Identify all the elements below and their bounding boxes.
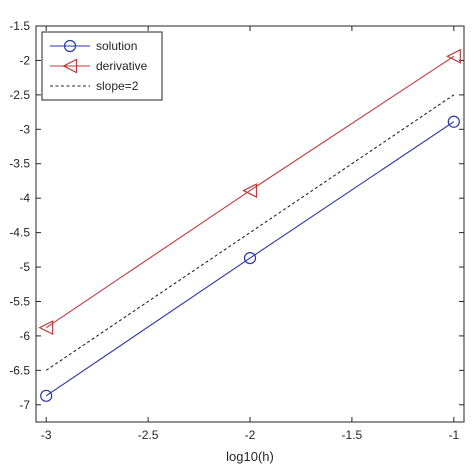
y-tick-label: -5.5 bbox=[9, 294, 30, 308]
x-axis-label: log10(h) bbox=[226, 449, 274, 464]
x-tick-label: -2.5 bbox=[138, 428, 159, 442]
y-tick-label: -1.5 bbox=[9, 19, 30, 33]
series-solution bbox=[40, 115, 460, 402]
y-tick-label: -3.5 bbox=[9, 157, 30, 171]
legend-label: solution bbox=[96, 39, 137, 53]
series-line bbox=[45, 94, 455, 371]
x-tick-label: -1.5 bbox=[342, 428, 363, 442]
series-line bbox=[45, 55, 455, 329]
y-tick-label: -2.5 bbox=[9, 88, 30, 102]
series-slope-2 bbox=[45, 94, 455, 371]
point-marker-triangle bbox=[62, 58, 78, 74]
y-tick-label: -6 bbox=[19, 329, 30, 343]
y-tick-label: -4.5 bbox=[9, 226, 30, 240]
x-tick-label: -1 bbox=[448, 428, 459, 442]
legend: solution derivative slope=2 bbox=[41, 31, 163, 101]
y-tick-label: -4 bbox=[19, 191, 30, 205]
series-derivative bbox=[38, 48, 461, 336]
legend-label: derivative bbox=[96, 59, 148, 73]
point-marker-circle bbox=[447, 115, 460, 128]
y-tick-label: -2 bbox=[19, 53, 30, 67]
x-tick-label: -2 bbox=[245, 428, 256, 442]
point-marker-circle bbox=[243, 251, 257, 265]
point-marker-triangle bbox=[445, 48, 461, 64]
legend-label: slope=2 bbox=[96, 79, 139, 93]
y-tick-label: -5 bbox=[19, 260, 30, 274]
y-tick-label: -3 bbox=[19, 122, 30, 136]
series-line bbox=[45, 121, 455, 397]
point-marker-triangle bbox=[242, 183, 258, 199]
x-tick-label: -3 bbox=[41, 428, 52, 442]
point-marker-triangle bbox=[38, 320, 54, 336]
y-tick-label: -7 bbox=[19, 398, 30, 412]
point-marker-circle bbox=[40, 389, 53, 402]
y-tick-label: -6.5 bbox=[9, 363, 30, 377]
point-marker-circle bbox=[63, 39, 77, 53]
plot-series bbox=[38, 48, 461, 402]
